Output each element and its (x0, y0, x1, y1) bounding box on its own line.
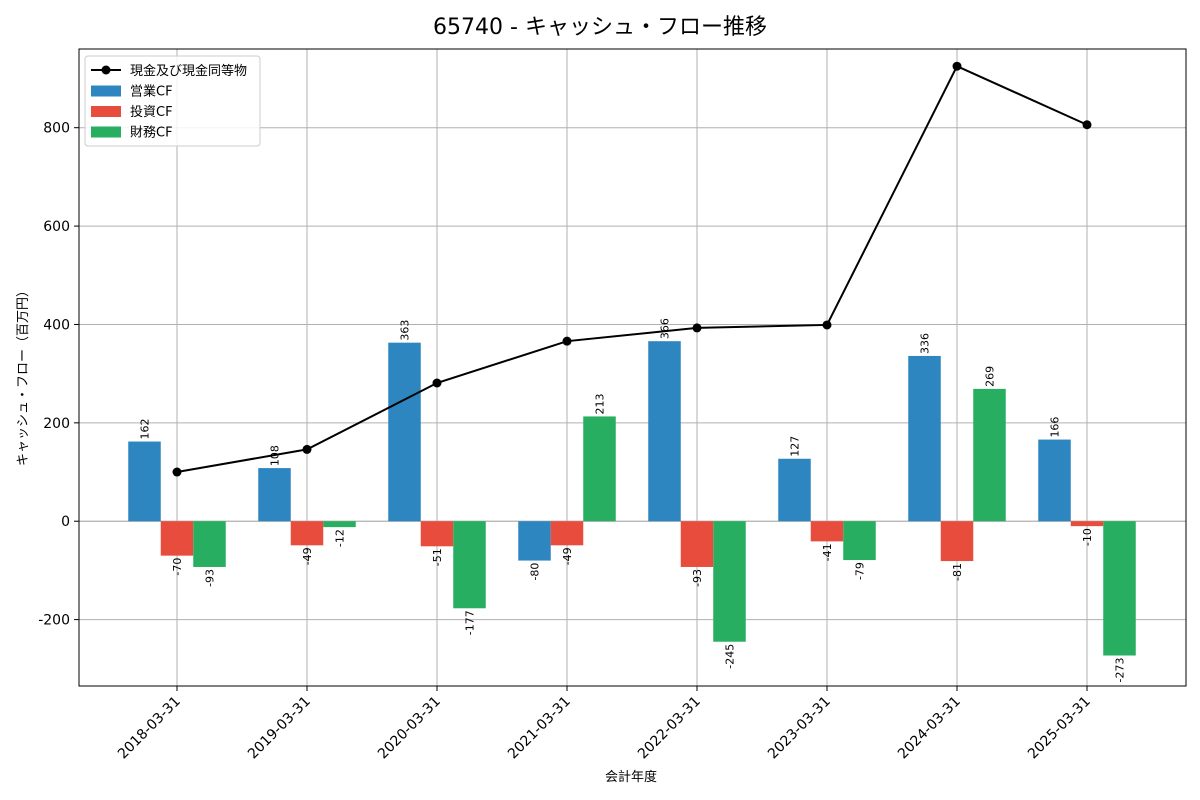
bar-value-label: -41 (821, 543, 834, 561)
bar-投資CF-2024-03-31 (940, 521, 974, 562)
y-axis-title: キャッシュ・フロー（百万円） (16, 284, 31, 466)
bar-value-label: -80 (529, 563, 542, 581)
y-tick-label: 400 (43, 317, 70, 333)
bar-営業CF-2020-03-31 (388, 342, 421, 522)
legend-label: 営業CF (130, 84, 173, 100)
x-tick-label: 2020-03-31 (375, 694, 444, 763)
cash-line (176, 64, 1088, 474)
x-tick-label: 2018-03-31 (115, 694, 184, 763)
bar-営業CF-2022-03-31 (648, 341, 681, 522)
cash-point-2022-03-31 (692, 323, 702, 333)
cash-point-2020-03-31 (432, 378, 442, 388)
bar-value-label: 366 (659, 318, 672, 339)
x-tick-label: 2022-03-31 (635, 694, 704, 763)
bar-value-label: 166 (1049, 417, 1062, 438)
chart-title: 65740 - キャッシュ・フロー推移 (433, 15, 767, 40)
bar-投資CF-2022-03-31 (680, 521, 714, 567)
legend-label: 財務CF (130, 126, 173, 141)
bar-営業CF-2023-03-31 (778, 458, 811, 522)
bar-財務CF-2019-03-31 (323, 521, 356, 528)
bar-value-label: 363 (399, 320, 412, 341)
bar-value-label: -79 (854, 562, 867, 580)
y-tick-label: 200 (43, 416, 70, 432)
bar-value-label: -49 (301, 547, 314, 565)
bar-財務CF-2023-03-31 (843, 521, 876, 561)
bar-財務CF-2022-03-31 (713, 521, 746, 642)
bar-value-label: 162 (139, 419, 152, 440)
cash-point-2025-03-31 (1082, 120, 1092, 130)
legend-swatch-投資CF (91, 106, 121, 117)
bar-value-label: -245 (724, 644, 737, 669)
gridlines (79, 49, 1186, 686)
cash-point-2024-03-31 (952, 61, 962, 71)
bar-value-label: -10 (1081, 528, 1094, 546)
bar-value-label: 213 (594, 393, 607, 414)
bar-投資CF-2023-03-31 (810, 521, 844, 542)
bar-営業CF-2019-03-31 (258, 468, 291, 522)
bar-営業CF-2025-03-31 (1038, 439, 1071, 522)
bar-投資CF-2019-03-31 (290, 521, 324, 546)
x-tick-label: 2023-03-31 (765, 694, 834, 763)
axes: -200 0 200 400 600 800 2018-03-31 2019-03-31 202… (38, 48, 1187, 763)
y-tick-label: -200 (38, 613, 70, 629)
bar-投資CF-2021-03-31 (550, 521, 584, 546)
cash-point-2019-03-31 (302, 444, 312, 454)
x-tick-label: 2021-03-31 (505, 694, 574, 763)
bar-value-label: -12 (334, 529, 347, 547)
bar-series (128, 341, 1136, 656)
bar-財務CF-2020-03-31 (453, 521, 486, 609)
cash-point-2021-03-31 (562, 336, 572, 346)
bar-value-label: -273 (1114, 658, 1127, 683)
bar-value-label: -93 (691, 569, 704, 587)
cash-line-series (172, 61, 1092, 477)
bar-財務CF-2018-03-31 (193, 521, 226, 567)
x-tick-label: 2019-03-31 (245, 694, 314, 763)
y-tick-label: 600 (43, 219, 70, 235)
bar-value-label: -70 (171, 558, 184, 576)
y-tick-label: 800 (43, 121, 70, 137)
legend-label: 投資CF (130, 104, 173, 120)
x-tick-label: 2025-03-31 (1025, 694, 1094, 763)
bar-投資CF-2018-03-31 (160, 521, 194, 556)
legend-swatch-営業CF (91, 85, 121, 97)
bar-財務CF-2021-03-31 (583, 416, 616, 522)
bar-value-label: 127 (789, 436, 802, 457)
data-labels: 162 108 363 -80 366 127 336 166 -70 -49 -51 -49 -93 -… (139, 318, 1127, 682)
bar-value-label: -81 (951, 563, 964, 581)
bar-営業CF-2018-03-31 (128, 441, 161, 522)
cash-point-2023-03-31 (822, 320, 832, 330)
bar-投資CF-2020-03-31 (420, 521, 454, 547)
y-tick-label: 0 (61, 514, 70, 530)
legend-label: 現金及び現金同等物 (130, 63, 247, 79)
bar-営業CF-2024-03-31 (908, 355, 941, 522)
bar-value-label: -49 (561, 547, 574, 565)
bar-value-label: -177 (464, 610, 477, 635)
bar-財務CF-2024-03-31 (973, 388, 1006, 522)
x-tick-label: 2024-03-31 (895, 694, 964, 763)
legend-box (84, 55, 261, 147)
bar-value-label: 269 (984, 366, 997, 387)
bar-営業CF-2021-03-31 (518, 521, 551, 561)
bar-value-label: 336 (919, 333, 932, 354)
plot-frame (78, 48, 1187, 687)
x-axis-title: 会計年度 (605, 769, 657, 785)
bar-財務CF-2025-03-31 (1103, 521, 1136, 656)
bar-投資CF-2025-03-31 (1070, 521, 1104, 527)
legend-swatch-財務CF (91, 126, 121, 138)
bar-value-label: -93 (204, 569, 217, 587)
legend-swatch-marker (101, 65, 111, 75)
bar-value-label: 108 (269, 445, 282, 466)
cash-point-2018-03-31 (172, 467, 182, 477)
bar-value-label: -51 (431, 548, 444, 566)
